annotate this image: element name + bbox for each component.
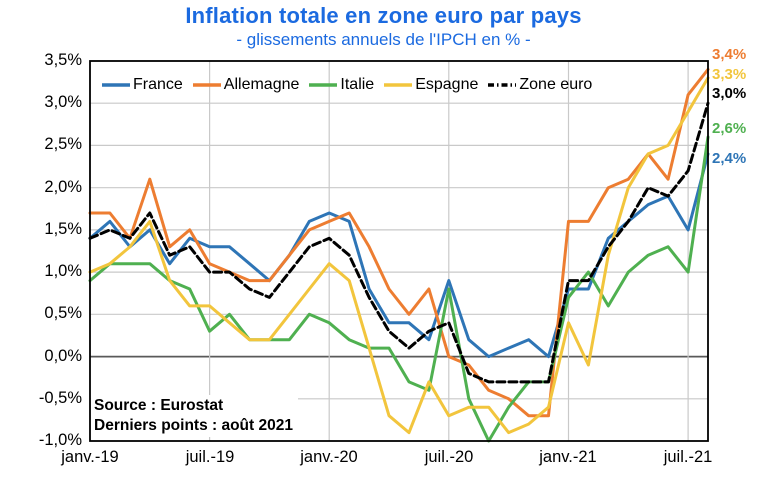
y-tick-label: 0,0% <box>44 347 82 365</box>
legend-label: Espagne <box>415 76 479 93</box>
legend-item-allemagne: Allemagne <box>192 76 300 94</box>
x-tick-label: janv.-19 <box>61 448 119 466</box>
chart-title: Inflation totale en zone euro par pays <box>185 3 582 28</box>
x-tick-label: juil.-21 <box>663 448 713 466</box>
legend-swatch-allemagne-icon <box>192 83 221 87</box>
legend-item-espagne: Espagne <box>383 76 478 94</box>
series-line-france <box>88 152 710 359</box>
x-tick-label: janv.-21 <box>539 448 597 466</box>
end-label-italie: 2,6% <box>712 120 747 137</box>
y-tick-label: -1,0% <box>38 431 82 449</box>
legend-item-zone-euro: Zone euro <box>487 76 592 94</box>
series-line-espagne <box>88 76 710 435</box>
y-tick-label: 3,0% <box>44 93 82 111</box>
y-tick-label: 1,0% <box>44 262 82 280</box>
y-tick-label: -0,5% <box>38 389 82 407</box>
legend-item-france: France <box>101 76 183 94</box>
y-tick-label: 1,5% <box>44 220 82 238</box>
x-tick-label: juil.-20 <box>424 448 474 466</box>
legend-swatch-espagne-icon <box>384 83 413 87</box>
source-line-1: Source : Eurostat <box>94 397 224 414</box>
legend-swatch-france-icon <box>102 83 130 87</box>
source-note: Source : Eurostat Derniers points : août… <box>91 395 298 437</box>
chart-legend: France Allemagne Italie Espagne Zone euro <box>101 74 592 96</box>
series-line-italie <box>88 135 710 443</box>
end-label-espagne: 3,3% <box>712 66 747 83</box>
legend-swatch-italie-icon <box>309 83 338 87</box>
legend-label: France <box>133 76 183 93</box>
legend-item-italie: Italie <box>308 76 374 94</box>
end-label-allemagne: 3,4% <box>712 46 747 63</box>
series-line-zone-euro <box>88 101 710 384</box>
legend-label: Zone euro <box>519 76 593 93</box>
y-tick-label: 2,5% <box>44 135 82 153</box>
y-tick-label: 0,5% <box>44 304 82 322</box>
end-label-zone-euro: 3,0% <box>712 85 747 102</box>
x-tick-label: janv.-20 <box>300 448 358 466</box>
x-tick-label: juil.-19 <box>185 448 235 466</box>
series-line-allemagne <box>88 67 710 418</box>
plot-frame <box>89 60 709 442</box>
end-label-france: 2,4% <box>712 150 747 167</box>
legend-label: Italie <box>340 76 375 93</box>
legend-label: Allemagne <box>223 76 300 93</box>
legend-swatch-zone-euro-icon <box>488 83 517 87</box>
chart-subtitle: - glissements annuels de l'IPCH en % - <box>236 30 531 49</box>
source-line-2: Derniers points : août 2021 <box>94 416 293 434</box>
y-tick-label: 2,0% <box>44 178 82 196</box>
y-tick-label: 3,5% <box>44 51 82 69</box>
